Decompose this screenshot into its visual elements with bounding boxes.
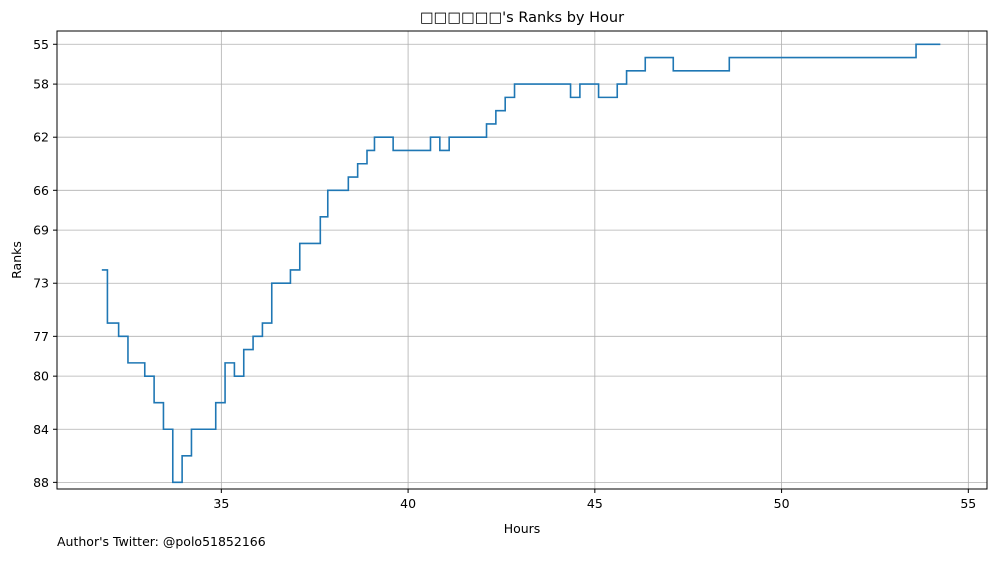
author-credit: Author's Twitter: @polo51852166 [57, 534, 266, 549]
y-tick-label: 58 [33, 77, 49, 92]
y-tick-label: 84 [33, 422, 49, 437]
y-tick-label: 80 [33, 369, 49, 384]
y-axis-label: Ranks [9, 241, 24, 279]
rank-series-line [101, 43, 941, 484]
y-tick-label: 66 [33, 183, 49, 198]
y-tick-label: 77 [33, 329, 49, 344]
x-tick-label: 40 [400, 496, 416, 511]
y-tick-label: 62 [33, 130, 49, 145]
x-tick-label: 50 [774, 496, 790, 511]
grid [57, 31, 987, 489]
x-axis: 35 40 45 50 55 [213, 489, 976, 511]
y-axis: 55 58 62 66 69 73 77 80 84 88 [33, 37, 57, 490]
x-tick-label: 35 [213, 496, 229, 511]
y-tick-label: 88 [33, 475, 49, 490]
plot-frame [56, 30, 988, 490]
y-tick-label: 69 [33, 223, 49, 238]
x-axis-label: Hours [504, 521, 541, 536]
y-tick-label: 55 [33, 37, 49, 52]
x-tick-label: 55 [960, 496, 976, 511]
chart-title: □□□□□□'s Ranks by Hour [420, 10, 624, 26]
y-tick-label: 73 [33, 276, 49, 291]
x-tick-label: 45 [587, 496, 603, 511]
